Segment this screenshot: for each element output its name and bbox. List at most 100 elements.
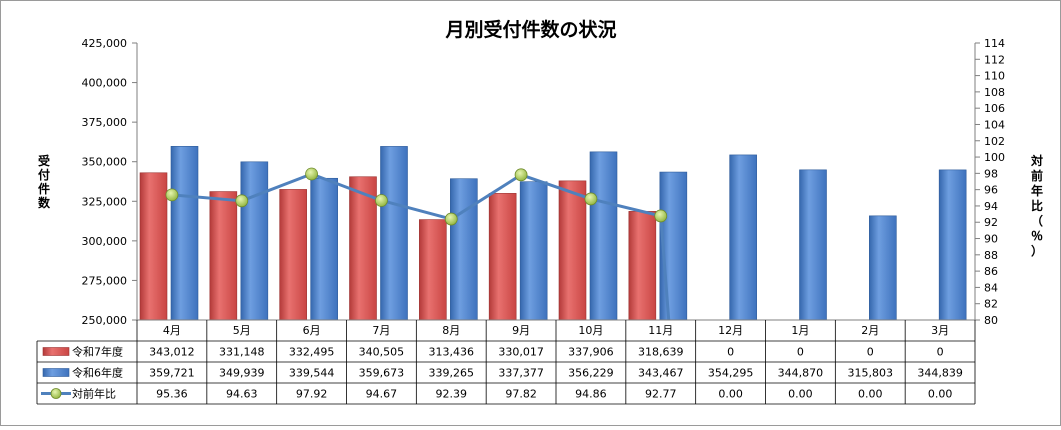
table-cell: 349,939 — [219, 367, 265, 380]
table-cell: 337,377 — [498, 367, 544, 380]
table-cell: 0 — [727, 346, 734, 359]
legend-swatch-marker — [50, 388, 62, 399]
table-cell: 340,505 — [359, 346, 405, 359]
chart-title: 月別受付件数の状況 — [444, 18, 616, 41]
table-cell: 343,467 — [638, 367, 684, 380]
x-tick-label: 1月 — [791, 324, 809, 337]
bar-reiwa6 — [519, 181, 548, 321]
point-ratio — [514, 168, 528, 182]
point-ratio — [235, 194, 249, 208]
y2-tick-label: 110 — [984, 70, 1005, 83]
y-axis-label-char: 受 — [38, 153, 50, 168]
x-tick-label: 11月 — [648, 324, 673, 337]
y2-axis-label: 対前年比（％） — [1030, 153, 1043, 258]
y2-tick-label: 96 — [984, 184, 998, 197]
table-cell: 94.86 — [575, 388, 607, 401]
y2-tick-label: 108 — [984, 86, 1005, 99]
legend-swatch — [42, 347, 70, 356]
table-cell: 0.00 — [788, 388, 813, 401]
table-cell: 0 — [937, 346, 944, 359]
table-cell: 92.77 — [645, 388, 677, 401]
table-cell: 97.82 — [505, 388, 537, 401]
bar-reiwa7 — [558, 180, 587, 321]
bar-reiwa7 — [279, 189, 307, 321]
y2-axis-label-char: （ — [1031, 213, 1043, 228]
point-ratio — [305, 167, 318, 181]
x-tick-label: 7月 — [372, 324, 390, 337]
bar-reiwa6 — [869, 215, 897, 321]
table-cell: 344,839 — [917, 367, 963, 380]
y-tick-label: 275,000 — [82, 274, 128, 287]
y-tick-label: 375,000 — [82, 116, 128, 129]
table-cell: 343,012 — [149, 346, 195, 359]
y-axis-label-char: 数 — [38, 195, 51, 210]
table-cell: 337,906 — [568, 346, 614, 359]
bar-reiwa6 — [240, 161, 269, 321]
table-cell: 359,673 — [359, 367, 405, 380]
y2-tick-label: 100 — [984, 151, 1005, 164]
y2-tick-label: 98 — [984, 167, 998, 180]
x-tick-label: 2月 — [861, 324, 879, 337]
bar-reiwa7 — [419, 219, 447, 321]
y2-axis-label-char: ％ — [1031, 229, 1043, 243]
point-ratio — [584, 192, 598, 206]
y2-tick-label: 102 — [984, 135, 1005, 148]
bar-reiwa6 — [589, 151, 618, 321]
bar-reiwa7 — [349, 176, 377, 321]
y-tick-label: 350,000 — [82, 156, 128, 169]
bar-reiwa7 — [209, 191, 238, 321]
x-tick-label: 5月 — [233, 324, 251, 337]
table-cell: 97.92 — [296, 388, 328, 401]
y-tick-label: 325,000 — [82, 195, 128, 208]
table-cell: 0 — [797, 346, 804, 359]
y2-axis-label-char: 年 — [1031, 183, 1043, 198]
table-cell: 356,229 — [568, 367, 614, 380]
bar-reiwa6 — [799, 169, 827, 321]
legend-swatch — [42, 368, 70, 377]
legend-label: 対前年比 — [72, 387, 116, 401]
y2-tick-label: 80 — [984, 314, 998, 327]
x-tick-label: 9月 — [512, 324, 530, 337]
y2-axis-label-char: ） — [1031, 243, 1043, 258]
legend-label: 令和6年度 — [72, 366, 123, 380]
bar-reiwa7 — [628, 211, 657, 321]
y2-tick-label: 90 — [984, 233, 998, 246]
y-tick-label: 300,000 — [82, 235, 128, 248]
point-ratio — [444, 212, 458, 226]
x-tick-label: 6月 — [303, 324, 321, 337]
y-tick-label: 250,000 — [82, 314, 128, 327]
table-cell: 0.00 — [858, 388, 883, 401]
table-cell: 332,495 — [289, 346, 335, 359]
y-tick-label: 425,000 — [82, 37, 128, 50]
point-ratio — [375, 194, 388, 207]
table-cell: 344,870 — [778, 367, 824, 380]
x-tick-label: 12月 — [718, 324, 743, 337]
bar-reiwa6 — [380, 146, 408, 321]
table-cell: 92.39 — [436, 388, 468, 401]
bar-reiwa6 — [310, 177, 338, 321]
table-cell: 0.00 — [718, 388, 743, 401]
plot-area: 250,000 275,000 300,000 325,000 350,000 375,0… — [82, 37, 1006, 327]
y2-axis-label-char: 前 — [1031, 168, 1043, 183]
bar-reiwa6 — [170, 146, 199, 321]
y2-tick-label: 84 — [984, 281, 998, 294]
y2-tick-label: 106 — [984, 102, 1005, 115]
bar-reiwa6 — [729, 154, 757, 321]
y2-axis-label-char: 比 — [1031, 198, 1043, 213]
bar-reiwa6 — [938, 169, 967, 321]
y2-tick-label: 92 — [984, 216, 998, 229]
x-tick-label: 3月 — [931, 324, 949, 337]
table-cell: 339,544 — [289, 367, 335, 380]
y-axis-label: 受付件数 — [38, 153, 51, 210]
bar-reiwa7 — [488, 193, 517, 321]
y-axis-label-char: 付 — [38, 167, 50, 182]
y2-tick-label: 112 — [984, 53, 1005, 66]
table-cell: 318,639 — [638, 346, 684, 359]
table-cell: 313,436 — [429, 346, 475, 359]
table-cell: 0.00 — [928, 388, 953, 401]
table-cell: 0 — [867, 346, 874, 359]
y2-tick-label: 104 — [984, 118, 1005, 131]
table-cell: 330,017 — [498, 346, 544, 359]
